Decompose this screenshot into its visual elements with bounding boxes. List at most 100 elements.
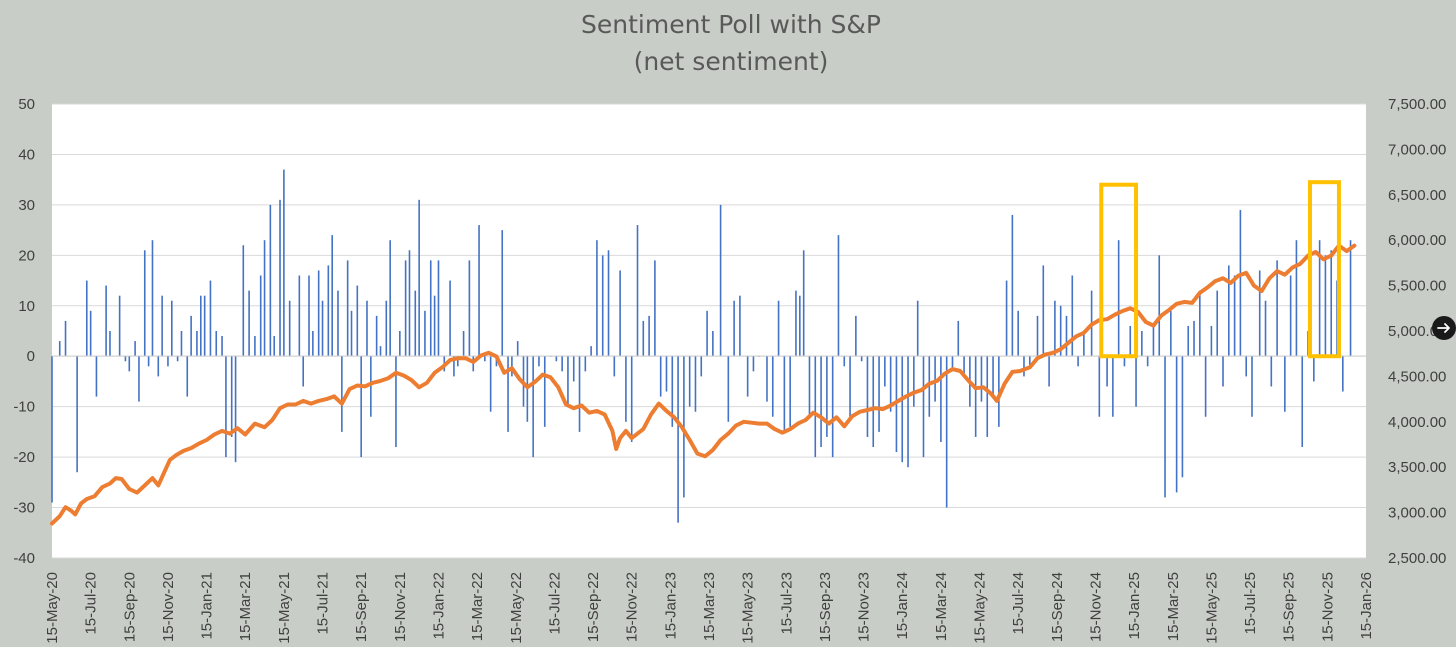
sentiment-bar: [248, 290, 250, 357]
sentiment-bar: [843, 356, 846, 367]
sentiment-bar: [1251, 356, 1253, 417]
sentiment-bar: [389, 240, 391, 357]
x-tick-label: 15-Sep-21: [353, 572, 370, 642]
sentiment-bar: [414, 290, 417, 357]
sentiment-bar: [171, 300, 173, 357]
sentiment-bar: [789, 356, 791, 427]
navigate-arrow-button[interactable]: [1432, 316, 1456, 340]
sentiment-bar: [1222, 356, 1224, 387]
sentiment-bar: [242, 245, 245, 357]
sentiment-bar: [118, 295, 121, 357]
sentiment-bar: [109, 331, 111, 357]
sentiment-bar: [945, 356, 948, 508]
sentiment-bar: [1083, 331, 1085, 357]
sentiment-bar: [1112, 356, 1114, 417]
sentiment-bar: [263, 240, 266, 357]
right-tick-label: 5,500.00: [1388, 278, 1446, 295]
sentiment-bar: [654, 260, 656, 357]
sentiment-bar: [1059, 305, 1062, 357]
sentiment-bar: [489, 356, 492, 412]
x-tick-label: 15-Mar-25: [1165, 572, 1182, 641]
sentiment-bar: [974, 356, 977, 437]
sentiment-bar: [433, 295, 436, 357]
sentiment-bar: [601, 255, 604, 357]
sentiment-bar: [1028, 356, 1031, 367]
right-tick-label: 3,500.00: [1388, 459, 1446, 476]
sentiment-bar: [907, 356, 909, 468]
sentiment-bar: [375, 315, 378, 357]
sentiment-bar: [89, 310, 92, 357]
sentiment-bar: [1270, 356, 1273, 387]
sentiment-bar: [288, 300, 291, 357]
sentiment-bar: [1187, 325, 1190, 357]
sentiment-bar: [940, 356, 942, 442]
chart-subtitle: (net sentiment): [634, 47, 829, 76]
sentiment-bar: [1233, 275, 1236, 357]
right-tick-label: 7,000.00: [1388, 141, 1446, 158]
right-tick-label: 6,000.00: [1388, 232, 1446, 249]
x-tick-label: 15-Nov-23: [856, 572, 873, 642]
left-tick-label: 10: [18, 298, 35, 315]
sentiment-bar: [1017, 310, 1019, 357]
x-tick-label: 15-Jan-21: [199, 572, 216, 640]
highlight-box: [1099, 182, 1139, 359]
sentiment-bar: [1301, 356, 1304, 448]
sentiment-bar: [1228, 265, 1230, 357]
sentiment-bar: [878, 356, 880, 432]
sentiment-bar: [1313, 356, 1315, 382]
sentiment-bar: [1295, 240, 1298, 357]
sentiment-bar: [578, 356, 581, 432]
sentiment-bar: [356, 285, 359, 357]
x-tick-label: 15-Jul-24: [1010, 572, 1027, 635]
sentiment-bar: [802, 250, 805, 357]
sentiment-bar: [951, 356, 954, 372]
sentiment-bar: [138, 356, 140, 402]
sentiment-bar: [418, 199, 420, 357]
sentiment-bar: [636, 225, 639, 357]
right-tick-label: 5,000.00: [1388, 323, 1446, 340]
sentiment-bar: [1023, 356, 1025, 377]
chart-title: Sentiment Poll with S&P: [581, 10, 881, 39]
sentiment-bar: [180, 331, 183, 357]
sentiment-bar: [619, 270, 621, 357]
sentiment-bar: [596, 240, 598, 357]
x-tick-label: 15-Sep-25: [1281, 572, 1298, 642]
sentiment-bar: [671, 356, 674, 427]
sentiment-bar: [700, 356, 703, 377]
sentiment-bar: [501, 230, 504, 357]
left-tick-label: -30: [13, 500, 35, 517]
sentiment-bar: [808, 356, 811, 417]
x-tick-label: 15-May-25: [1203, 572, 1220, 644]
sentiment-bar: [957, 320, 960, 357]
x-tick-label: 15-Mar-21: [237, 572, 254, 641]
sentiment-bar: [630, 356, 633, 442]
sentiment-bar: [279, 199, 281, 357]
sentiment-bar: [124, 356, 127, 362]
sentiment-bar: [1011, 214, 1014, 357]
sentiment-bar: [64, 320, 67, 357]
sentiment-bar: [963, 356, 965, 377]
sentiment-bar: [1042, 265, 1045, 357]
sentiment-bar: [820, 356, 822, 448]
sentiment-bar: [259, 275, 262, 357]
sentiment-bar: [1135, 356, 1137, 407]
sentiment-bar: [866, 356, 869, 437]
right-tick-label: 4,500.00: [1388, 368, 1446, 385]
x-tick-label: 15-May-24: [972, 572, 989, 644]
sentiment-bar: [298, 275, 301, 357]
x-tick-label: 15-Jan-26: [1358, 572, 1375, 640]
sentiment-bar: [543, 356, 546, 427]
sentiment-bar: [584, 356, 587, 372]
sentiment-bar: [752, 356, 755, 372]
sentiment-bar: [429, 260, 432, 357]
left-tick-label: -20: [13, 449, 35, 466]
x-tick-label: 15-Jan-24: [894, 572, 911, 640]
sentiment-bar: [360, 356, 362, 458]
sentiment-bar: [538, 356, 540, 367]
sentiment-bar: [992, 356, 994, 397]
sentiment-bar: [128, 356, 131, 372]
sentiment-bar: [366, 300, 368, 357]
sentiment-bar: [555, 356, 558, 362]
sentiment-bar: [532, 356, 534, 458]
